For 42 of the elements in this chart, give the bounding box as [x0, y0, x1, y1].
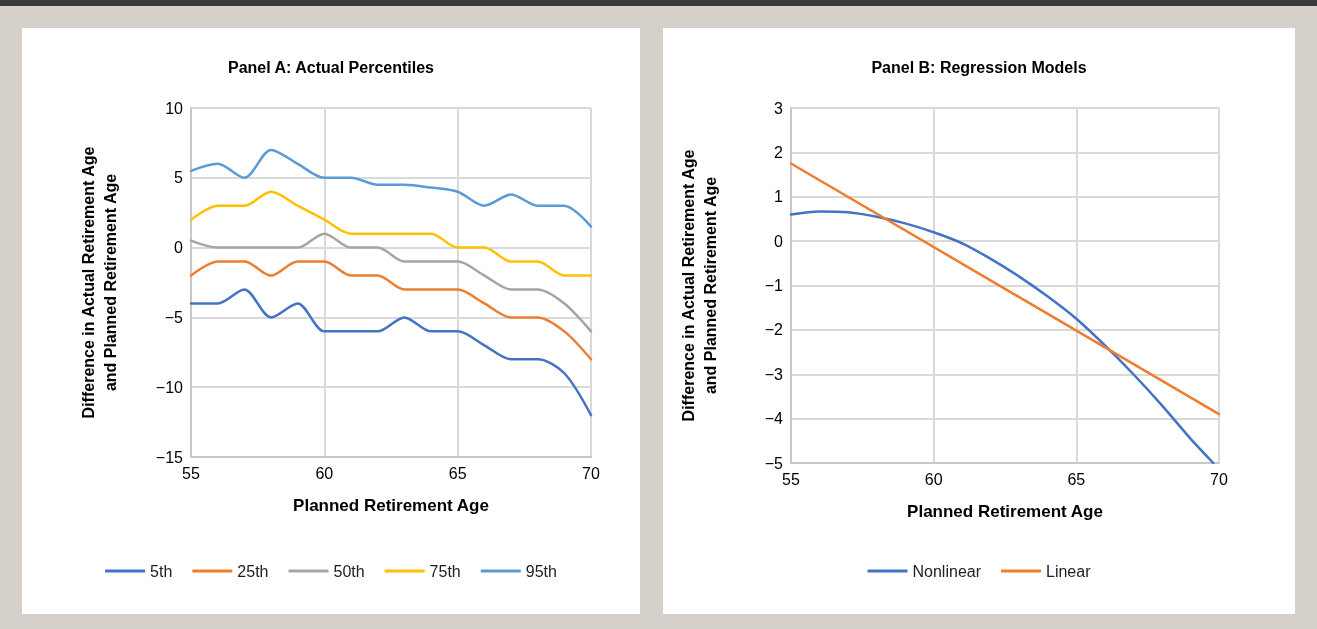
legend-label: 50th [333, 562, 365, 580]
legend-label: 95th [525, 562, 557, 580]
x-tick-label: 55 [182, 464, 200, 482]
x-tick-label: 65 [448, 464, 467, 482]
x-tick-label: 60 [315, 464, 334, 482]
line-series [789, 210, 1215, 465]
line-series [189, 148, 593, 228]
y-tick-label: 3 [774, 99, 784, 117]
y-tick-label: 2 [774, 143, 784, 161]
y-tick-label: 5 [174, 169, 184, 187]
legend-label: 75th [429, 562, 461, 580]
chart-title: Panel B: Regression Models [871, 58, 1087, 76]
y-tick-label: −2 [764, 321, 784, 339]
legend-label: Nonlinear [912, 562, 982, 580]
x-tick-label: 70 [1210, 470, 1228, 488]
y-tick-label: −5 [164, 308, 184, 326]
x-axis-title: Planned Retirement Age [907, 502, 1103, 521]
y-tick-label: 0 [774, 232, 784, 250]
x-tick-label: 60 [924, 470, 943, 488]
line-series [189, 260, 593, 361]
y-tick-label: −15 [155, 448, 184, 466]
y-tick-label: −10 [155, 378, 184, 396]
y-tick-label: 10 [165, 99, 184, 117]
y-tick-label: −5 [764, 454, 784, 472]
chart-title: Panel A: Actual Percentiles [228, 58, 435, 76]
x-tick-label: 55 [782, 470, 800, 488]
x-tick-label: 70 [582, 464, 600, 482]
legend-label: 5th [150, 562, 173, 580]
line-series [189, 190, 593, 277]
x-axis-title: Planned Retirement Age [293, 496, 489, 515]
legend-label: Linear [1046, 562, 1092, 580]
y-tick-label: 1 [774, 188, 784, 206]
y-tick-label: −3 [764, 365, 784, 383]
y-tick-label: 0 [174, 239, 184, 257]
y-tick-label: −1 [764, 277, 784, 294]
line-series [189, 288, 593, 417]
x-tick-label: 65 [1067, 470, 1086, 488]
y-tick-label: −4 [764, 410, 784, 428]
y-axis-title: Difference in Actual Retirement Age and Planned Retirement Age [79, 146, 119, 419]
line-series [189, 232, 593, 333]
legend-label: 25th [237, 562, 269, 580]
y-axis-title: Difference in Actual Retirement Age and Planned Retirement Age [679, 149, 719, 422]
